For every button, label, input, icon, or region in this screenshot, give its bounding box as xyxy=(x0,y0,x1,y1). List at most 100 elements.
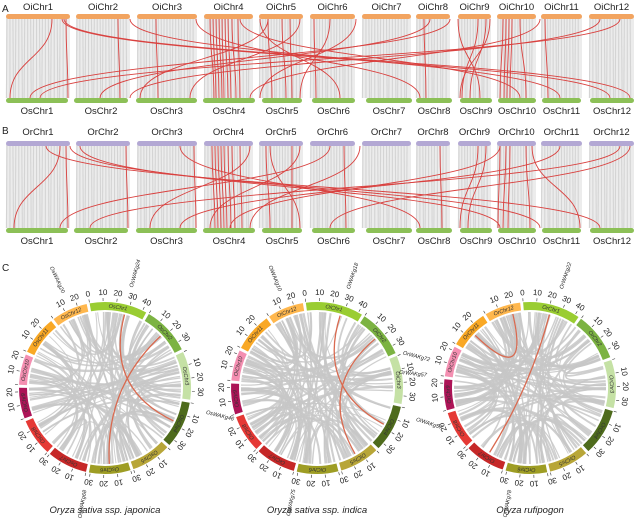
synteny-line xyxy=(406,144,407,228)
synteny-line xyxy=(624,17,625,98)
circos-tick xyxy=(592,325,594,327)
circos-tick-label: 30 xyxy=(338,474,350,485)
circos-chromosome-label: OrChr6 xyxy=(516,465,535,472)
circos-tick xyxy=(582,316,584,318)
bottom-chromosome-bar xyxy=(312,228,355,233)
synteny-line xyxy=(48,144,49,228)
top-chromosome-bar xyxy=(497,141,536,146)
synteny-line xyxy=(465,17,466,98)
synteny-line xyxy=(389,17,390,98)
circos-tick xyxy=(398,420,401,421)
circos-tick-label: 20 xyxy=(437,421,449,433)
top-chromosome-bar xyxy=(416,14,450,19)
circos-tick-label: 30 xyxy=(619,396,629,407)
panel-b-label: B xyxy=(2,126,9,137)
synteny-line xyxy=(575,17,576,98)
circos-tick xyxy=(377,451,379,453)
synteny-line xyxy=(473,17,474,98)
synteny-line xyxy=(100,17,101,98)
circos-tick xyxy=(601,336,603,338)
bottom-chromosome-label: OsChr10 xyxy=(498,106,536,117)
panel-b-synteny: OrChr1OsChr1OrChr2OsChr2OrChr3OsChr3OrCh… xyxy=(6,127,634,247)
synteny-line xyxy=(432,17,433,98)
bottom-chromosome-label: OsChr4 xyxy=(213,106,246,117)
synteny-line xyxy=(558,144,559,228)
circos-tick-label: 10 xyxy=(430,392,440,402)
circos-tick-label: 20 xyxy=(430,378,440,388)
circos-tick xyxy=(455,436,458,438)
bottom-chromosome-bar xyxy=(203,98,255,103)
top-chromosome-label: OrChr4 xyxy=(213,127,244,138)
synteny-line xyxy=(334,144,335,228)
synteny-line xyxy=(161,17,162,98)
synteny-line xyxy=(94,144,95,228)
circos-tick-label: 20 xyxy=(257,461,270,474)
circos-tick xyxy=(602,436,604,438)
circos-tick-label: 20 xyxy=(49,464,62,477)
circos-tick-label: 10 xyxy=(450,320,463,333)
synteny-line xyxy=(299,17,300,98)
synteny-line xyxy=(181,17,182,98)
circos-tick xyxy=(297,473,298,476)
synteny-line xyxy=(369,17,370,98)
top-chromosome-bar xyxy=(497,14,536,19)
circos-tick-label: 20 xyxy=(514,478,524,488)
circos-tick-label: 30 xyxy=(196,387,205,397)
circos-tick xyxy=(21,357,24,358)
synteny-line xyxy=(111,144,112,228)
synteny-line xyxy=(137,144,138,228)
circos-tick xyxy=(354,467,355,470)
circos-tick xyxy=(279,306,280,309)
top-chromosome-label: OiChr3 xyxy=(152,2,182,13)
synteny-line xyxy=(179,144,180,228)
circos-tick-label: 10 xyxy=(529,479,539,488)
circos-tick xyxy=(51,316,53,318)
circos-tick-label: 30 xyxy=(561,294,573,306)
circos-links xyxy=(29,312,181,464)
circos-chromosome-label: OiChr10 xyxy=(233,355,244,377)
top-chromosome-label: OrChr6 xyxy=(317,127,348,138)
circos-tick xyxy=(76,303,77,306)
bottom-chromosome-bar xyxy=(542,228,581,233)
synteny-line xyxy=(13,17,14,98)
circos-tick xyxy=(254,450,256,452)
circos-tick xyxy=(21,419,24,420)
circos-tick-label: 10 xyxy=(444,434,457,447)
synteny-line xyxy=(607,17,608,98)
circos-tick xyxy=(365,313,367,316)
circos-tick-label: 10 xyxy=(479,466,492,478)
circos-title: Oryza sativa ssp. japonica xyxy=(50,505,161,516)
gene-label: OsWAKg24 xyxy=(129,259,142,288)
bottom-chromosome-bar xyxy=(542,98,581,103)
circos-tick-label: 10 xyxy=(191,357,202,369)
circos-tick-label: 30 xyxy=(394,335,406,348)
circos-tick xyxy=(444,362,447,363)
circos-tick xyxy=(279,467,280,470)
synteny-line xyxy=(42,144,43,228)
circos-tick xyxy=(449,349,452,350)
circos-tick xyxy=(448,424,451,425)
synteny-line xyxy=(395,17,396,98)
synteny-line xyxy=(482,144,483,228)
circos-tick xyxy=(384,444,386,446)
circos-tick-label: 30 xyxy=(37,455,50,468)
circos-links xyxy=(241,312,393,464)
top-chromosome-bar xyxy=(458,14,491,19)
circos-tick-label: 10 xyxy=(219,359,230,370)
synteny-line xyxy=(109,17,110,98)
top-chromosome-label: OiChr1 xyxy=(23,2,53,13)
synteny-line xyxy=(598,17,599,98)
top-chromosome-bar xyxy=(362,14,411,19)
circos-tick xyxy=(346,303,347,306)
synteny-line xyxy=(22,17,23,98)
circos-tick xyxy=(376,322,378,324)
circos-tick xyxy=(47,455,49,457)
synteny-line xyxy=(596,17,597,98)
top-chromosome-label: OrChr3 xyxy=(151,127,182,138)
synteny-line xyxy=(351,17,352,98)
synteny-line xyxy=(137,17,138,98)
top-chromosome-bar xyxy=(362,141,411,146)
circos-tick xyxy=(63,308,64,311)
